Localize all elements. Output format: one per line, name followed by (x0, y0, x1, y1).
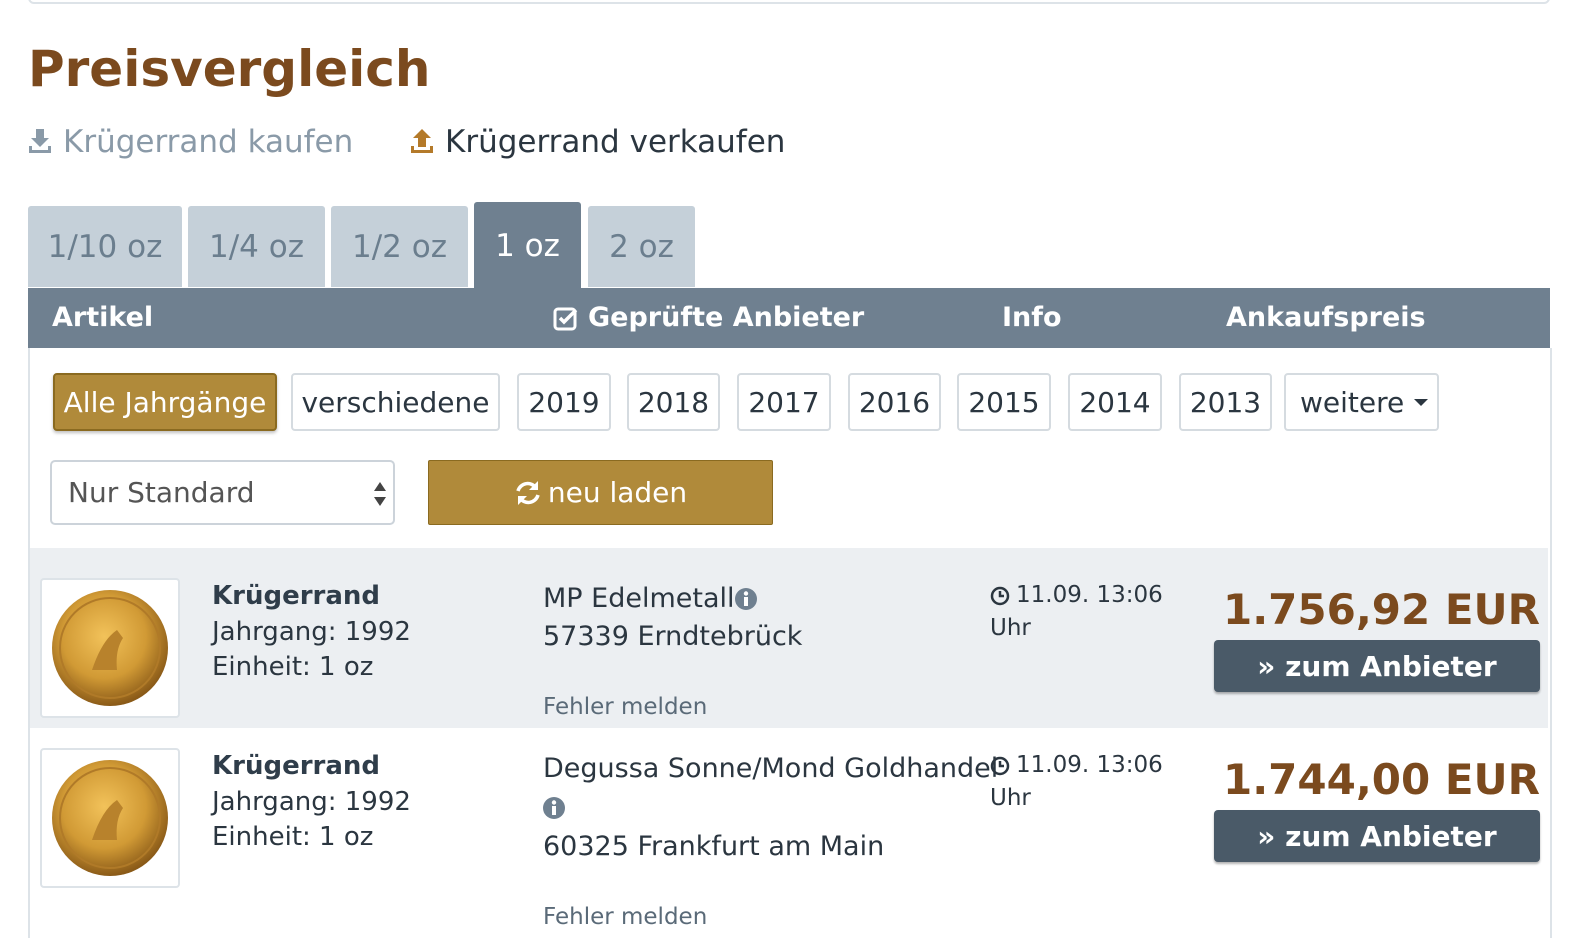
dealer-location: 57339 Erndtebrück (543, 621, 803, 652)
year-filter[interactable]: 2015 (957, 373, 1051, 431)
product-unit: Einheit: 1 oz (212, 652, 374, 682)
year-filter-active[interactable]: Alle Jahrgänge (53, 373, 277, 431)
price: 1.744,00 EUR (1222, 755, 1540, 804)
download-icon (29, 129, 51, 153)
update-date: 11.09. 13:06 (1016, 752, 1163, 778)
tab[interactable]: 1/10 oz (28, 206, 182, 287)
offer-row-bg (30, 548, 1548, 728)
report-link[interactable]: Fehler melden (543, 904, 708, 930)
year-filter[interactable]: 2014 (1068, 373, 1162, 431)
report-link[interactable]: Fehler melden (543, 694, 708, 720)
update-time-unit: Uhr (990, 615, 1031, 641)
reload-label: neu laden (547, 476, 688, 509)
year-filter-more[interactable]: weitere (1284, 373, 1439, 431)
tab[interactable]: 1/4 oz (188, 206, 325, 287)
select-arrows (374, 482, 386, 506)
product-year: Jahrgang: 1992 (212, 617, 411, 647)
year-filter[interactable]: 2019 (517, 373, 611, 431)
info-icon[interactable] (734, 587, 758, 611)
tab[interactable]: 2 oz (588, 206, 695, 287)
tab[interactable]: 1/2 oz (331, 206, 468, 287)
content-frame (28, 348, 1552, 938)
tab-active[interactable]: 1 oz (474, 202, 581, 290)
buy-link[interactable]: Krügerrand kaufen (63, 124, 354, 160)
year-filter[interactable]: 2013 (1179, 373, 1272, 431)
product-name: Krügerrand (212, 751, 381, 781)
standard-select[interactable]: Nur Standard (50, 460, 395, 525)
product-name: Krügerrand (212, 581, 381, 611)
upload-icon (411, 129, 433, 153)
coin-image (52, 760, 168, 876)
dealer-button[interactable]: » zum Anbieter (1214, 640, 1540, 692)
year-filter[interactable]: verschiedene (291, 373, 500, 431)
reload-button[interactable]: neu laden (428, 460, 773, 525)
info-icon[interactable] (542, 796, 566, 820)
clock-icon (990, 756, 1010, 776)
year-filter[interactable]: 2018 (627, 373, 720, 431)
year-filter[interactable]: 2017 (737, 373, 831, 431)
select-value: Nur Standard (68, 476, 255, 509)
page-title: Preisvergleich (28, 40, 431, 98)
more-label: weitere (1300, 385, 1405, 419)
update-date: 11.09. 13:06 (1016, 582, 1163, 608)
sell-link[interactable]: Krügerrand verkaufen (445, 124, 786, 160)
refresh-icon (516, 480, 540, 505)
coin-image (52, 590, 168, 706)
clock-icon (990, 586, 1010, 606)
header-cell: Geprüfte Anbieter (588, 302, 865, 333)
caret-icon (1414, 399, 1429, 406)
update-time-unit: Uhr (990, 785, 1031, 811)
coin-image-box (40, 578, 180, 718)
coin-image-box (40, 748, 180, 888)
header-cell: Info (1002, 302, 1062, 333)
year-filter[interactable]: 2016 (848, 373, 941, 431)
table-header (28, 288, 1550, 348)
dealer-name: Degussa Sonne/Mond Goldhandel (543, 753, 999, 784)
product-year: Jahrgang: 1992 (212, 787, 411, 817)
top-box (28, 0, 1550, 4)
product-unit: Einheit: 1 oz (212, 822, 374, 852)
dealer-name: MP Edelmetalle (543, 583, 752, 614)
check-icon (553, 307, 578, 331)
header-cell: Ankaufspreis (1226, 302, 1426, 333)
dealer-location: 60325 Frankfurt am Main (543, 831, 885, 862)
header-cell: Artikel (52, 302, 154, 333)
dealer-button[interactable]: » zum Anbieter (1214, 810, 1540, 862)
price: 1.756,92 EUR (1222, 585, 1540, 634)
